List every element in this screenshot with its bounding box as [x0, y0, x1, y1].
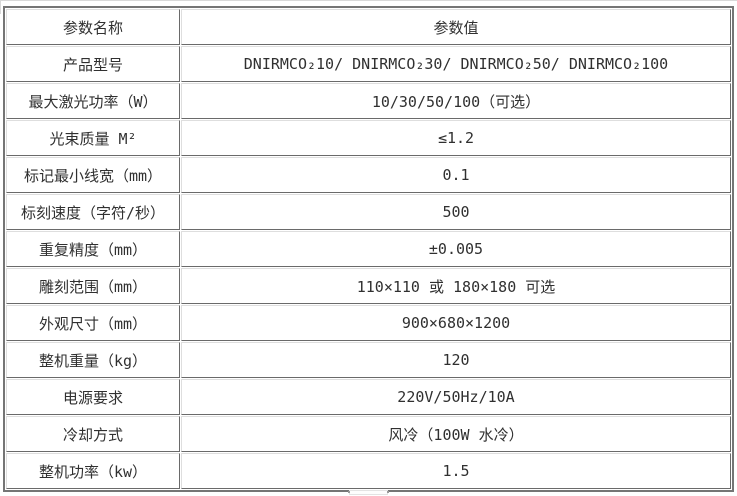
resize-handle-artifact	[348, 490, 389, 495]
table-row: 光束质量 M² ≤1.2	[6, 120, 731, 156]
param-name-cell: 标记最小线宽（mm）	[6, 157, 180, 193]
param-value-cell: 1.5	[181, 453, 731, 489]
param-value-cell: ≤1.2	[181, 120, 731, 156]
param-name-cell: 整机重量（kg）	[6, 342, 180, 378]
table-row: 标记最小线宽（mm） 0.1	[6, 157, 731, 193]
handle-dot-left	[348, 491, 350, 493]
param-name-cell: 标刻速度（字符/秒）	[6, 194, 180, 230]
header-param-name: 参数名称	[6, 9, 180, 45]
table-row: 冷却方式 风冷（100W 水冷）	[6, 416, 731, 452]
top-hairline	[0, 0, 737, 1]
param-value-cell: 900×680×1200	[181, 305, 731, 341]
spec-table: 参数名称 参数值 产品型号 DNIRMCO₂10/ DNIRMCO₂30/ DN…	[3, 6, 734, 492]
param-name-cell: 整机功率（kw）	[6, 453, 180, 489]
param-value-cell: 110×110 或 180×180 可选	[181, 268, 731, 304]
left-hairline	[0, 0, 1, 14]
handle-dot-right	[387, 491, 389, 493]
param-name-cell: 冷却方式	[6, 416, 180, 452]
table-header-row: 参数名称 参数值	[6, 9, 731, 45]
table-row: 雕刻范围（mm） 110×110 或 180×180 可选	[6, 268, 731, 304]
param-value-cell: ±0.005	[181, 231, 731, 267]
param-name-cell: 外观尺寸（mm）	[6, 305, 180, 341]
table-row: 外观尺寸（mm） 900×680×1200	[6, 305, 731, 341]
param-value-cell: 500	[181, 194, 731, 230]
table-row: 整机重量（kg） 120	[6, 342, 731, 378]
param-value-cell: 风冷（100W 水冷）	[181, 416, 731, 452]
table-row: 产品型号 DNIRMCO₂10/ DNIRMCO₂30/ DNIRMCO₂50/…	[6, 46, 731, 82]
param-value-cell: 120	[181, 342, 731, 378]
table-row: 电源要求 220V/50Hz/10A	[6, 379, 731, 415]
header-param-value: 参数值	[181, 9, 731, 45]
table-row: 最大激光功率（W） 10/30/50/100（可选）	[6, 83, 731, 119]
param-name-cell: 电源要求	[6, 379, 180, 415]
table-row: 标刻速度（字符/秒） 500	[6, 194, 731, 230]
param-name-cell: 光束质量 M²	[6, 120, 180, 156]
param-value-cell: 0.1	[181, 157, 731, 193]
param-name-cell: 产品型号	[6, 46, 180, 82]
param-value-cell: 220V/50Hz/10A	[181, 379, 731, 415]
param-name-cell: 雕刻范围（mm）	[6, 268, 180, 304]
param-value-cell: DNIRMCO₂10/ DNIRMCO₂30/ DNIRMCO₂50/ DNIR…	[181, 46, 731, 82]
param-name-cell: 最大激光功率（W）	[6, 83, 180, 119]
param-value-cell: 10/30/50/100（可选）	[181, 83, 731, 119]
param-name-cell: 重复精度（mm）	[6, 231, 180, 267]
table-row: 整机功率（kw） 1.5	[6, 453, 731, 489]
table-row: 重复精度（mm） ±0.005	[6, 231, 731, 267]
